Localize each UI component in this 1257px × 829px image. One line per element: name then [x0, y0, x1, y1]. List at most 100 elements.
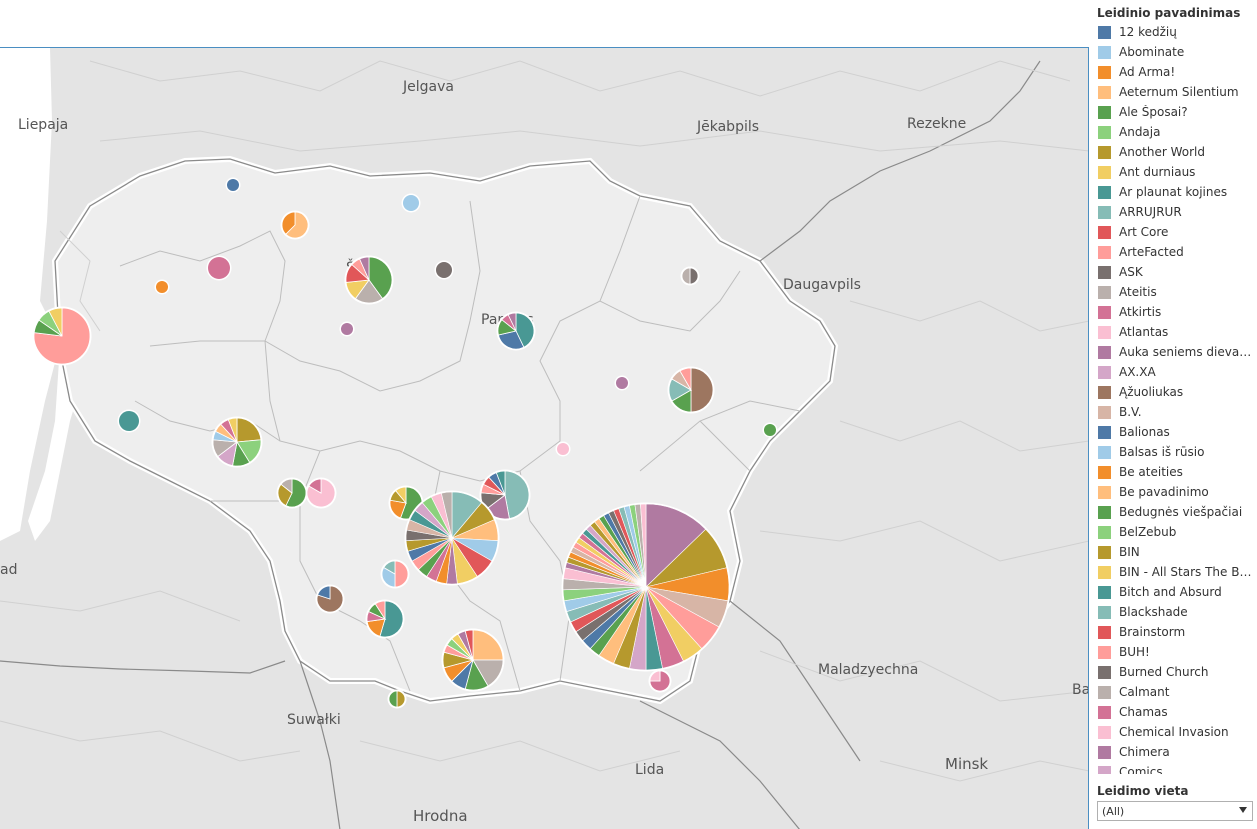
pie-slice[interactable] [119, 411, 139, 431]
legend-item[interactable]: Ateitis [1098, 282, 1256, 302]
pie-marker[interactable] [280, 210, 310, 240]
legend-item[interactable]: Art Core [1098, 222, 1256, 242]
pie-marker[interactable] [561, 502, 731, 672]
legend-item[interactable]: Ad Arma! [1098, 62, 1256, 82]
pie-slice[interactable] [396, 690, 406, 708]
legend-item[interactable]: Chamas [1098, 702, 1256, 722]
legend-item[interactable]: Blackshade [1098, 602, 1256, 622]
pie-slice[interactable] [495, 470, 506, 496]
pie-slice[interactable] [497, 330, 525, 350]
pie-marker[interactable] [762, 422, 778, 438]
pie-marker[interactable] [117, 409, 141, 433]
legend-item[interactable]: Abominate [1098, 42, 1256, 62]
leidimo-vieta-dropdown[interactable]: (All) [1097, 801, 1253, 821]
legend-item[interactable]: Burned Church [1098, 662, 1256, 682]
pie-marker[interactable] [365, 599, 405, 639]
pie-marker[interactable] [225, 177, 241, 193]
pie-slice[interactable] [681, 267, 691, 285]
pie-slice[interactable] [341, 323, 353, 335]
pie-slice[interactable] [383, 560, 396, 575]
legend-item[interactable]: Be ateities [1098, 462, 1256, 482]
pie-slice[interactable] [280, 478, 293, 494]
pie-slice[interactable] [308, 478, 322, 494]
pie-marker[interactable] [32, 306, 92, 366]
pie-slice[interactable] [156, 281, 168, 293]
pie-slice[interactable] [285, 478, 307, 508]
pie-marker[interactable] [344, 255, 394, 305]
legend-item[interactable]: B.V. [1098, 402, 1256, 422]
pie-slice[interactable] [764, 424, 776, 436]
pie-slice[interactable] [285, 211, 309, 239]
pie-slice[interactable] [236, 417, 262, 443]
pie-slice[interactable] [359, 256, 370, 281]
legend-item[interactable]: Chimera [1098, 742, 1256, 762]
legend-item[interactable]: Ale Šposai? [1098, 102, 1256, 122]
legend-item[interactable]: Brainstorm [1098, 622, 1256, 642]
pie-slice[interactable] [690, 367, 714, 413]
pie-slice[interactable] [368, 256, 393, 300]
legend-list[interactable]: 12 kedžių Abominate Ad Arma! Aeternum Silen… [1092, 22, 1257, 774]
pie-slice[interactable] [317, 585, 331, 600]
pie-marker[interactable] [555, 441, 571, 457]
legend-item[interactable]: Atkirtis [1098, 302, 1256, 322]
pie-marker[interactable] [441, 628, 505, 692]
legend-item[interactable]: Aeternum Silentium [1098, 82, 1256, 102]
map-view[interactable]: Jelgava Liepaja Jēkabpils Rezekne Daugav… [0, 47, 1089, 829]
pie-marker[interactable] [315, 584, 345, 614]
pie-slice[interactable] [394, 560, 409, 588]
pie-slice[interactable] [689, 267, 699, 285]
legend-item[interactable]: Ant durniaus [1098, 162, 1256, 182]
pie-marker[interactable] [648, 669, 672, 693]
pie-slice[interactable] [281, 211, 296, 235]
pie-slice[interactable] [649, 670, 661, 682]
pie-marker[interactable] [496, 311, 536, 351]
legend-item[interactable]: Auka seniems dievams [1098, 342, 1256, 362]
legend-item[interactable]: 12 kedžių [1098, 22, 1256, 42]
chevron-down-icon[interactable] [1239, 807, 1247, 813]
pie-marker[interactable] [276, 477, 308, 509]
pie-marker[interactable] [380, 559, 410, 589]
pie-slice[interactable] [515, 312, 535, 348]
legend-item[interactable]: BIN - All Stars The Best [1098, 562, 1256, 582]
legend-item[interactable]: BelZebub [1098, 522, 1256, 542]
pie-marker[interactable] [154, 279, 170, 295]
pie-slice[interactable] [616, 377, 628, 389]
pie-slice[interactable] [645, 503, 707, 588]
pie-marker[interactable] [614, 375, 630, 391]
pie-marker[interactable] [667, 366, 715, 414]
pie-slice[interactable] [395, 486, 407, 505]
legend-item[interactable]: Balsas iš rūsio [1098, 442, 1256, 462]
pie-slice[interactable] [507, 312, 517, 332]
pie-marker[interactable] [339, 321, 355, 337]
pie-marker[interactable] [387, 689, 407, 709]
pie-marker[interactable] [404, 490, 500, 586]
legend-item[interactable]: Atlantas [1098, 322, 1256, 342]
legend-item[interactable]: Another World [1098, 142, 1256, 162]
legend-item[interactable]: ASK [1098, 262, 1256, 282]
map-canvas[interactable]: Jelgava Liepaja Jēkabpils Rezekne Daugav… [0, 48, 1089, 829]
legend-item[interactable]: Andaja [1098, 122, 1256, 142]
pie-slice[interactable] [472, 629, 504, 661]
legend-item[interactable]: Bedugnės viešpačiai [1098, 502, 1256, 522]
legend-item[interactable]: Calmant [1098, 682, 1256, 702]
pie-marker[interactable] [211, 416, 263, 468]
legend-item[interactable]: BUH! [1098, 642, 1256, 662]
legend-item[interactable]: BIN [1098, 542, 1256, 562]
pie-slice[interactable] [227, 417, 238, 443]
pie-slice[interactable] [679, 367, 692, 392]
legend-item[interactable]: ArteFacted [1098, 242, 1256, 262]
legend-item[interactable]: Balionas [1098, 422, 1256, 442]
pie-slice[interactable] [374, 600, 386, 621]
legend-item[interactable]: Bitch and Absurd [1098, 582, 1256, 602]
pie-marker[interactable] [680, 266, 700, 286]
legend-item[interactable]: ARRUJRUR [1098, 202, 1256, 222]
pie-slice[interactable] [464, 629, 474, 661]
pie-slice[interactable] [48, 307, 63, 337]
pie-slice[interactable] [227, 179, 239, 191]
legend-item[interactable]: Ar plaunat kojines [1098, 182, 1256, 202]
legend-item[interactable]: AX.XA [1098, 362, 1256, 382]
pie-marker[interactable] [401, 193, 421, 213]
legend-item[interactable]: Comics [1098, 762, 1256, 774]
pie-slice[interactable] [403, 195, 419, 211]
pie-slice[interactable] [557, 443, 569, 455]
